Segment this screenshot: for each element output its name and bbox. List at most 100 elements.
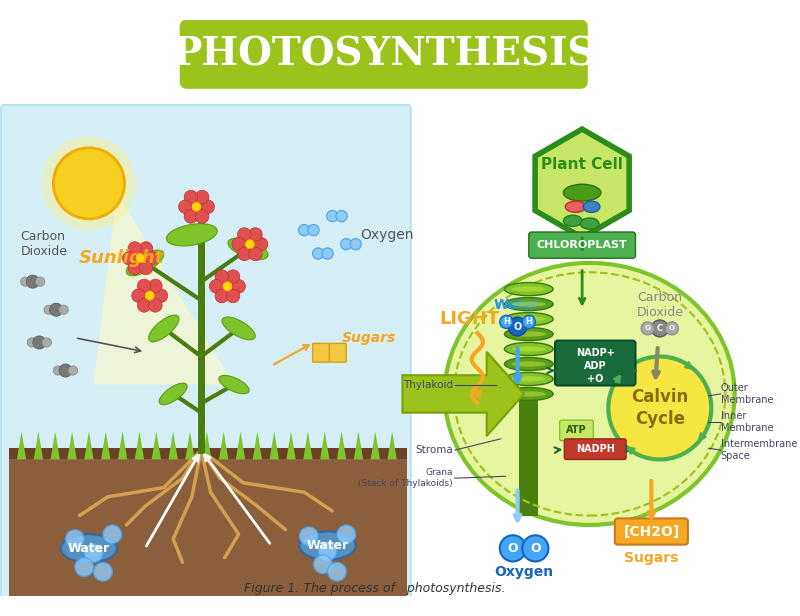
Text: Water: Water (306, 539, 349, 552)
Text: Water: Water (68, 542, 110, 555)
Text: Carbon
Dioxide: Carbon Dioxide (21, 230, 67, 258)
Polygon shape (118, 431, 127, 460)
Circle shape (326, 211, 338, 222)
Ellipse shape (512, 331, 546, 337)
Text: PHOTOSYNTHESIS: PHOTOSYNTHESIS (172, 35, 595, 73)
Text: O: O (530, 542, 541, 555)
Circle shape (195, 209, 209, 223)
Polygon shape (169, 431, 178, 460)
Circle shape (154, 289, 168, 302)
FancyBboxPatch shape (1, 105, 411, 604)
Text: C: C (657, 324, 663, 333)
Circle shape (139, 261, 153, 275)
Circle shape (59, 364, 72, 377)
Circle shape (149, 299, 162, 312)
Text: Inner
Membrane: Inner Membrane (721, 411, 773, 433)
Text: ATP: ATP (566, 426, 587, 436)
Polygon shape (67, 431, 77, 460)
Circle shape (215, 270, 229, 283)
Text: Plant Cell: Plant Cell (541, 157, 623, 172)
Circle shape (21, 277, 30, 286)
Text: Oxygen: Oxygen (360, 228, 414, 242)
Text: NADP+
ADP
+O: NADP+ ADP +O (576, 347, 614, 384)
Ellipse shape (512, 391, 546, 397)
FancyBboxPatch shape (313, 343, 330, 362)
Circle shape (138, 279, 151, 293)
Circle shape (246, 240, 254, 249)
Polygon shape (535, 129, 629, 238)
Circle shape (128, 261, 142, 275)
Circle shape (128, 241, 142, 255)
Polygon shape (222, 317, 255, 340)
Ellipse shape (512, 346, 546, 352)
Polygon shape (320, 431, 330, 460)
Polygon shape (149, 315, 179, 342)
Circle shape (132, 289, 146, 302)
Circle shape (608, 357, 711, 460)
Circle shape (500, 535, 526, 561)
Text: CHLOROPLAST: CHLOROPLAST (537, 240, 627, 250)
Circle shape (138, 299, 151, 312)
Ellipse shape (299, 532, 356, 559)
Circle shape (314, 555, 332, 573)
Circle shape (666, 322, 678, 335)
Circle shape (336, 211, 347, 222)
Circle shape (201, 200, 214, 214)
Circle shape (146, 291, 154, 300)
Circle shape (651, 320, 668, 337)
Bar (519, 394, 538, 516)
Polygon shape (387, 431, 397, 460)
Circle shape (103, 525, 122, 544)
Circle shape (522, 315, 535, 328)
Circle shape (139, 241, 153, 255)
Circle shape (94, 562, 112, 581)
Text: Oxygen: Oxygen (494, 565, 554, 579)
Circle shape (54, 148, 125, 219)
Ellipse shape (505, 283, 553, 296)
Text: Grana
(Stack of Thylakoids): Grana (Stack of Thylakoids) (358, 468, 453, 488)
Text: Intermembrane
Space: Intermembrane Space (721, 439, 797, 461)
Ellipse shape (563, 215, 582, 227)
Text: NADPH: NADPH (576, 444, 614, 454)
Polygon shape (219, 431, 228, 460)
Circle shape (75, 557, 94, 577)
Circle shape (337, 525, 356, 544)
FancyBboxPatch shape (10, 448, 407, 460)
Circle shape (298, 225, 310, 236)
Text: Sunlight: Sunlight (79, 249, 164, 267)
Circle shape (308, 225, 319, 236)
Polygon shape (17, 431, 26, 460)
FancyBboxPatch shape (555, 341, 635, 386)
Polygon shape (159, 383, 187, 405)
Polygon shape (286, 431, 296, 460)
Circle shape (195, 190, 209, 204)
Text: O: O (645, 325, 650, 331)
Ellipse shape (505, 373, 553, 386)
Text: [CH2O]: [CH2O] (623, 524, 679, 538)
Polygon shape (202, 431, 211, 460)
Text: Thylakoid: Thylakoid (403, 379, 453, 389)
Circle shape (27, 338, 37, 347)
Ellipse shape (563, 184, 601, 201)
Circle shape (149, 279, 162, 293)
Text: H: H (503, 317, 510, 326)
Circle shape (508, 317, 527, 336)
Circle shape (232, 237, 246, 251)
Text: Figure 1. The process of   photosynthesis.: Figure 1. The process of photosynthesis. (244, 582, 505, 595)
Ellipse shape (512, 317, 546, 322)
Circle shape (54, 366, 62, 375)
Circle shape (313, 248, 324, 259)
Ellipse shape (505, 357, 553, 371)
Circle shape (350, 238, 362, 250)
Polygon shape (134, 431, 144, 460)
Polygon shape (337, 431, 346, 460)
Circle shape (68, 366, 78, 375)
Circle shape (226, 270, 240, 283)
Circle shape (59, 305, 68, 314)
Polygon shape (402, 352, 524, 436)
Circle shape (33, 336, 46, 349)
Ellipse shape (512, 362, 546, 367)
Circle shape (192, 202, 201, 211)
Text: O: O (507, 542, 518, 555)
Circle shape (641, 322, 654, 335)
